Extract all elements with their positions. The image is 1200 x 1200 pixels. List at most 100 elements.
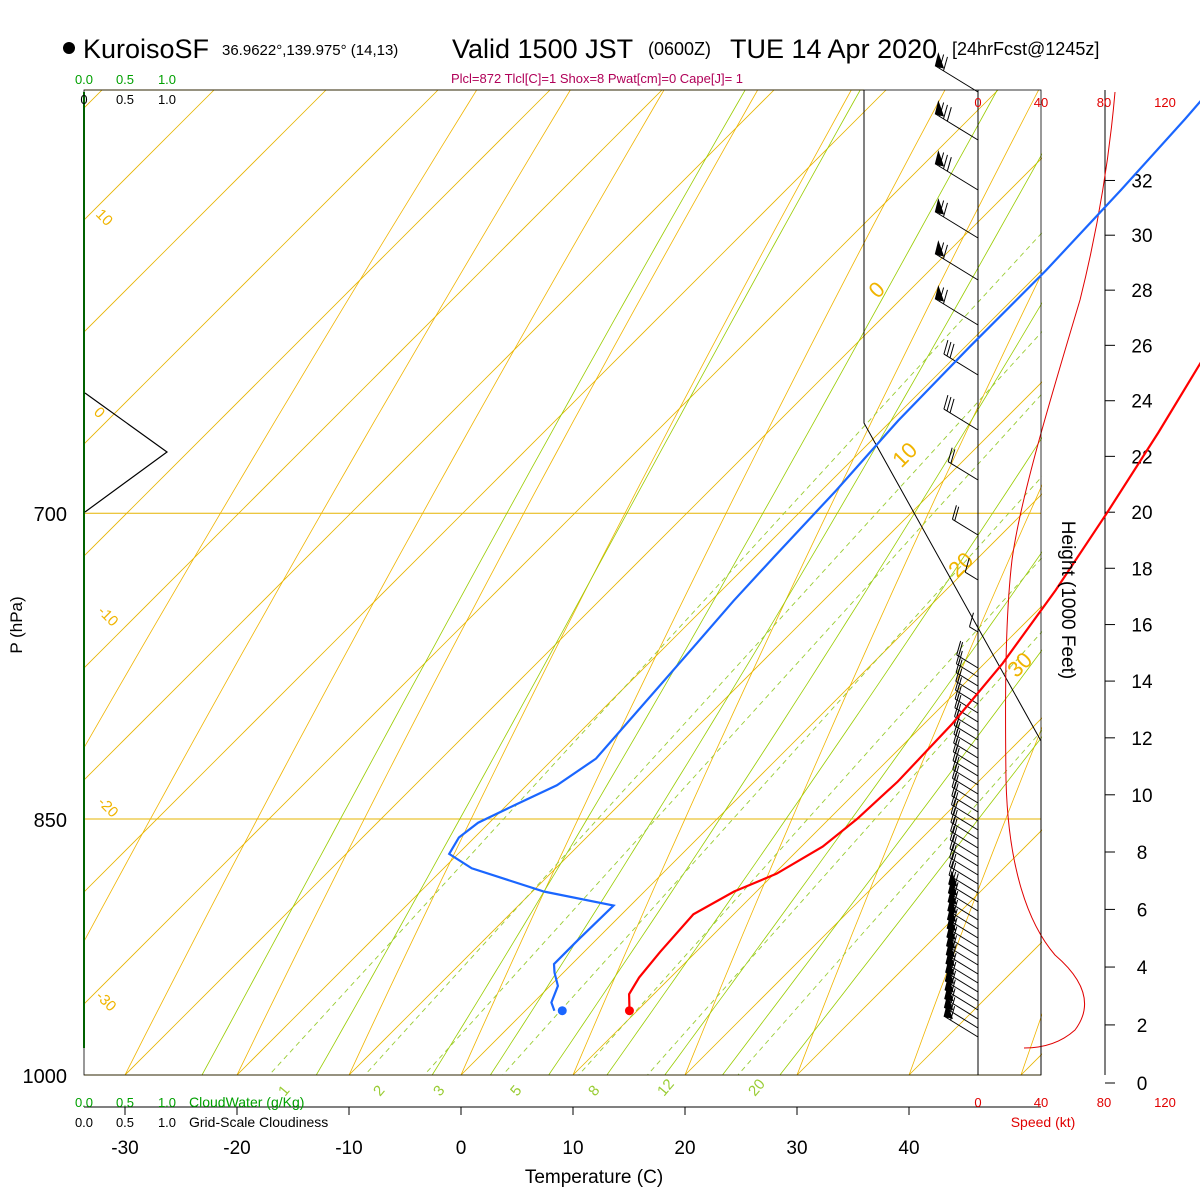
isotherm-line: [85, 90, 215, 220]
height-tick-label: 24: [1131, 392, 1153, 413]
wind-barb: [934, 285, 979, 326]
x-tick-label: 10: [562, 1138, 583, 1159]
moist-adiabat-lines: [201, 90, 1042, 1075]
dry-adiabat-line: [572, 90, 1040, 1075]
wind-barb: [955, 658, 979, 687]
x-tick-label: 30: [786, 1138, 807, 1159]
wind-barb: [956, 640, 979, 669]
dry-adiabat-label: 10: [887, 437, 922, 472]
isotherm-line: [85, 90, 663, 668]
moist-adiabat-line: [431, 90, 998, 1075]
isotherm-line: [348, 381, 1042, 1075]
plot-frame: [83, 89, 1042, 1076]
cloudwater-tick-bottom: 0.0: [75, 1095, 93, 1110]
speed-label: Speed (kt): [1011, 1114, 1076, 1130]
height-tick-label: 12: [1131, 729, 1152, 750]
temperature-line: [627, 361, 1200, 1011]
surface-temperature-point: [624, 1006, 634, 1016]
cloudiness-tick-bottom: 0.0: [75, 1115, 93, 1130]
dry-adiabat-line: [85, 90, 571, 941]
x-axis: -30 -20 -10 0 10 20 30 40: [111, 1107, 920, 1159]
cloudiness-profile: [84, 392, 169, 513]
isotherm-lines: [0, 0, 1200, 1075]
x-axis-title: Temperature (C): [525, 1167, 663, 1188]
valid-date: TUE 14 Apr 2020: [730, 34, 937, 64]
mixing-ratio-label: 5: [507, 1082, 525, 1099]
dewpoint-line: [447, 100, 1200, 1012]
valid-time: Valid 1500 JST: [452, 34, 633, 64]
height-tick-label: 18: [1131, 559, 1152, 580]
dry-adiabat-label: 30: [1002, 647, 1037, 682]
wind-barbs: [934, 52, 979, 1038]
isotherm-line: [0, 0, 1200, 1075]
height-tick-label: 32: [1131, 171, 1152, 192]
dry-adiabat-line: [236, 90, 759, 1075]
wind-barb: [947, 447, 979, 481]
dry-adiabat-line: [796, 484, 1042, 1075]
dry-adiabat-line: [684, 272, 1042, 1075]
isobar-lines: [84, 89, 1041, 1076]
mixing-ratio-line: [502, 475, 1042, 1075]
cloudiness-tick-top: 0.5: [116, 92, 134, 107]
stability-indices: Plcl=872 Tlcl[C]=1 Shox=8 Pwat[cm]=0 Cap…: [451, 71, 743, 86]
moist-adiabat-line: [779, 736, 1042, 1075]
cloudiness-tick-top: 0: [80, 92, 87, 107]
x-tick-label: 20: [674, 1138, 695, 1159]
moist-adiabat-line: [201, 90, 746, 1075]
moist-adiabat-line: [664, 551, 1042, 1075]
moist-adiabat-line: [315, 90, 861, 1075]
speed-tick-label-top: 120: [1154, 95, 1176, 110]
pressure-axis: 2503004005007008501000: [23, 504, 68, 1088]
dry-adiabat-line: [460, 90, 946, 1075]
isotherm-line: [1020, 1053, 1042, 1075]
speed-tick-label-bottom: 120: [1154, 1095, 1176, 1110]
wind-barb: [934, 52, 979, 93]
mixing-ratio-line: [737, 729, 1042, 1075]
x-tick-label: -30: [111, 1138, 138, 1159]
wind-barb: [943, 394, 979, 431]
cloudiness-tick-bottom: 1.0: [158, 1115, 176, 1130]
mixing-ratio-line: [646, 630, 1042, 1075]
speed-tick-label-bottom: 40: [1034, 1095, 1048, 1110]
wind-barb: [943, 1002, 979, 1038]
height-tick-label: 4: [1137, 958, 1148, 979]
wind-barb: [943, 339, 979, 376]
cloudwater-tick-bottom: 0.5: [116, 1095, 134, 1110]
dry-adiabat-line: [908, 726, 1042, 1075]
dry-adiabat-lines: [85, 0, 1200, 1152]
height-tick-label: 10: [1131, 786, 1152, 807]
wind-barb: [934, 150, 979, 191]
moist-adiabat-line: [721, 649, 1042, 1075]
wind-barb: [951, 505, 979, 536]
forecast-info: [24hrFcst@1245z]: [952, 39, 1099, 59]
isotherm-line: [460, 493, 1042, 1075]
dry-adiabat-line: [1109, 0, 1200, 1152]
moist-adiabat-line: [606, 437, 1042, 1075]
height-tick-label: 30: [1131, 226, 1152, 247]
height-axis-title: Height (1000 Feet): [1057, 521, 1078, 679]
station-bullet-icon: [63, 42, 75, 54]
moist-adiabat-line: [489, 153, 1042, 1075]
isotherm-line: [0, 0, 1200, 1075]
speed-tick-label-top: 80: [1097, 95, 1111, 110]
isotherm-line: [85, 90, 439, 444]
wind-barb: [934, 240, 979, 281]
cloudwater-label: CloudWater (g/Kg): [189, 1094, 304, 1110]
dry-adiabat-line: [1020, 1013, 1042, 1075]
mixing-ratio-label: 2: [370, 1082, 388, 1099]
utc-time: (0600Z): [648, 39, 711, 59]
isotherm-line: [85, 90, 551, 556]
isotherm-line: [0, 0, 1096, 1075]
height-tick-label: 0: [1137, 1074, 1148, 1095]
isotherm-line: [85, 90, 887, 892]
speed-tick-label-top: 40: [1034, 95, 1048, 110]
cloudiness-tick-top: 1.0: [158, 92, 176, 107]
dry-adiabat-label: 0: [90, 404, 108, 422]
isotherm-line: [684, 717, 1042, 1075]
height-tick-label: 26: [1131, 336, 1152, 357]
height-tick-label: 28: [1131, 281, 1152, 302]
mixing-ratio-label: 8: [585, 1082, 603, 1099]
